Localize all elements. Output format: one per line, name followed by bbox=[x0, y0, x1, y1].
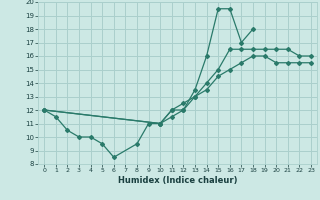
X-axis label: Humidex (Indice chaleur): Humidex (Indice chaleur) bbox=[118, 176, 237, 185]
